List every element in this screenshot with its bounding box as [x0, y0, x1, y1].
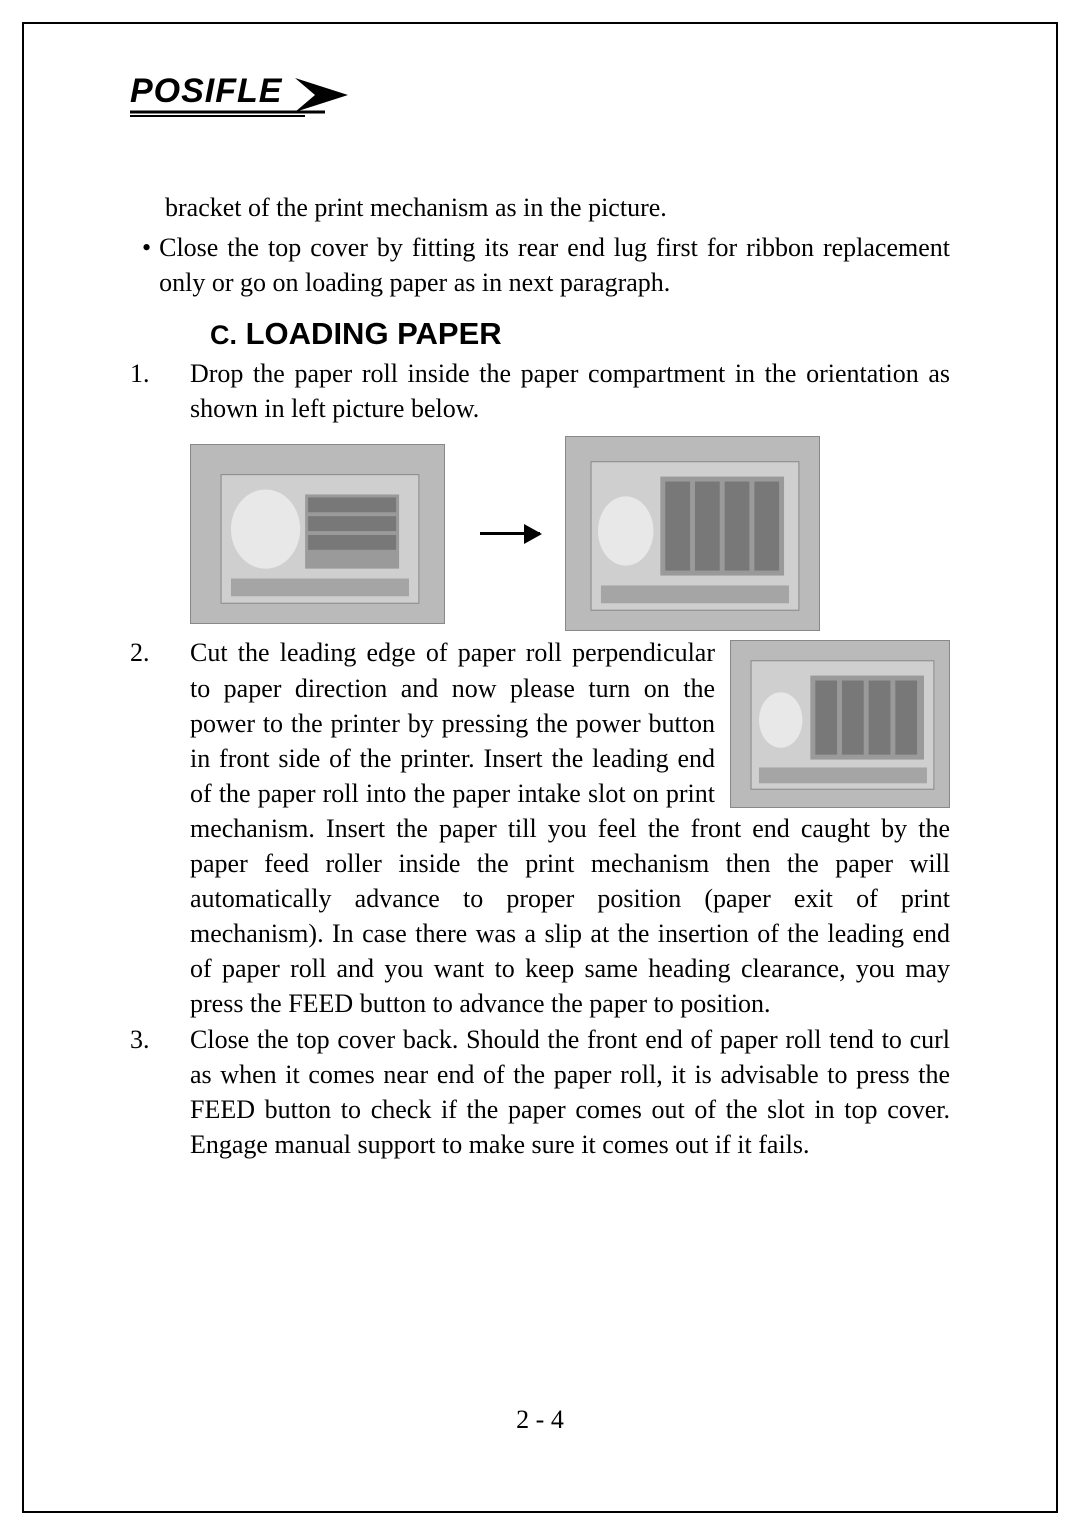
section-heading: C. LOADING PAPER [210, 316, 950, 352]
images-row [190, 436, 950, 631]
item-2-number: 2. [130, 635, 190, 1021]
intro-continuation: bracket of the print mechanism as in the… [165, 190, 950, 225]
item-2-body: Cut the leading edge of paper roll perpe… [190, 635, 950, 1021]
item-1-text: Drop the paper roll inside the paper com… [190, 356, 950, 426]
svg-text:POSIFLE: POSIFLE [130, 72, 283, 110]
item-3-text: Close the top cover back. Should the fro… [190, 1022, 950, 1162]
item-3-number: 3. [130, 1022, 190, 1162]
printer-image-after [565, 436, 820, 631]
item-3: 3. Close the top cover back. Should the … [130, 1022, 950, 1162]
section-letter: C. [210, 320, 237, 350]
posiflex-logo: POSIFLE [130, 70, 950, 130]
page-number: 2 - 4 [0, 1405, 1080, 1435]
item-2-text-after: paper feed roller inside the print mecha… [190, 849, 950, 1018]
section-title: LOADING PAPER [246, 316, 502, 351]
page-content: POSIFLE bracket of the print mechanism a… [130, 60, 950, 1475]
arrow-icon [480, 532, 540, 535]
item-1-number: 1. [130, 356, 190, 426]
item-2: 2. Cut the leading edge of paper roll pe… [130, 635, 950, 1021]
bullet-text: Close the top cover by fitting its rear … [159, 230, 950, 300]
bullet-marker: • [142, 230, 151, 300]
item-1: 1. Drop the paper roll inside the paper … [130, 356, 950, 426]
logo-svg: POSIFLE [130, 70, 350, 125]
bullet-item: • Close the top cover by fitting its rea… [130, 230, 950, 300]
printer-image-inset [730, 640, 950, 808]
printer-image-before [190, 444, 445, 624]
